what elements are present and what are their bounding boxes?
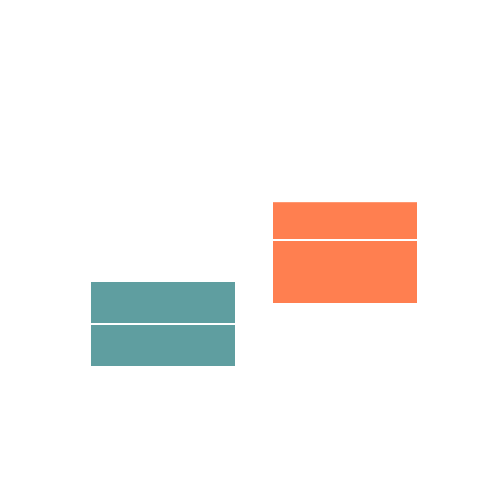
box-B [273,202,417,303]
boxes-group [91,202,417,366]
